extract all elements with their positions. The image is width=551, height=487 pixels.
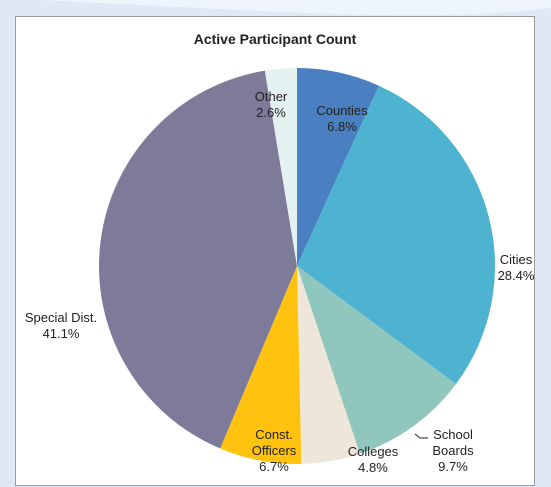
- pie-chart: Counties 6.8% Cities 28.4% School Boards 9.7% C…: [25, 68, 535, 475]
- data-label-cities: Cities 28.4%: [498, 252, 535, 283]
- data-label-other: Other 2.6%: [255, 89, 288, 120]
- leader-line-school-boards: [414, 433, 428, 439]
- pie-slice-counties: [297, 68, 379, 266]
- pie-slice-cities: [297, 85, 495, 385]
- pie-slice-school-boards: [297, 266, 456, 454]
- chart-title: Active Participant Count: [193, 31, 357, 47]
- pie-slice-const-officers: [220, 266, 302, 464]
- data-label-counties: Counties 6.8%: [316, 103, 368, 134]
- data-label-const-officers: Const. Officers 6.7%: [252, 427, 297, 474]
- data-label-colleges: Colleges 4.8%: [348, 444, 399, 475]
- pie-slice-other: [264, 68, 297, 266]
- data-label-school-boards: School Boards 9.7%: [432, 427, 474, 474]
- pie-slice-special-dist: [99, 70, 297, 449]
- data-label-special-dist: Special Dist. 41.1%: [25, 310, 97, 341]
- pie-slice-colleges: [297, 266, 360, 464]
- background-swoosh: [0, 0, 551, 16]
- chart-frame: Active Participant Count Counties 6.8% Cit…: [15, 16, 535, 486]
